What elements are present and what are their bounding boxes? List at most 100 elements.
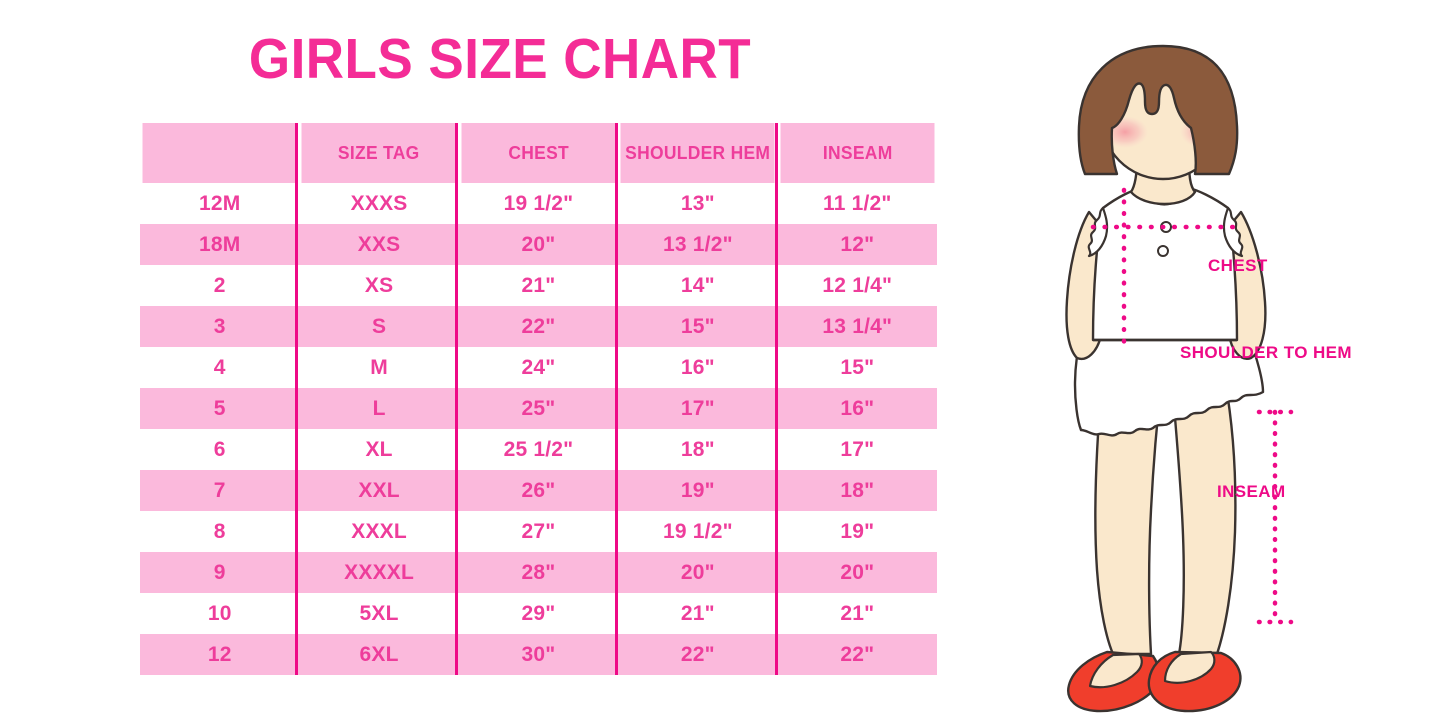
column-divider-2 <box>455 123 458 675</box>
cell-chest: 21" <box>458 265 619 306</box>
cell-inseam: 20" <box>777 552 937 593</box>
cell-chest: 24" <box>458 347 619 388</box>
table-row: 5 L 25" 17" 16" <box>140 388 937 429</box>
cell-chest: 25" <box>458 388 619 429</box>
table-row: 10 5XL 29" 21" 21" <box>140 593 937 634</box>
column-header-inseam: INSEAM <box>779 123 935 183</box>
cell-shoulder-hem: 17" <box>618 388 778 429</box>
table-header-row: SIZE TAG CHEST SHOULDER HEM INSEAM <box>140 123 937 183</box>
hair <box>1077 44 1239 176</box>
cell-chest: 27" <box>458 511 619 552</box>
cell-size-tag: S <box>299 306 459 347</box>
cell-size: 12 <box>140 634 300 675</box>
cell-shoulder-hem: 15" <box>618 306 778 347</box>
cell-size: 8 <box>140 511 300 552</box>
cell-chest: 28" <box>458 552 619 593</box>
left-ruffle-sleeve <box>1087 206 1109 258</box>
cell-size-tag: L <box>299 388 459 429</box>
column-divider-4 <box>775 123 778 675</box>
measurement-guides <box>1090 187 1294 625</box>
cell-size-tag: XXS <box>299 224 459 265</box>
cell-size-tag: XXL <box>299 470 459 511</box>
cell-shoulder-hem: 21" <box>618 593 778 634</box>
measurement-label-inseam: INSEAM <box>1217 482 1286 501</box>
figure-group <box>1065 44 1294 713</box>
right-ruffle-sleeve <box>1222 206 1244 258</box>
cell-size: 3 <box>140 306 300 347</box>
table-row: 12M XXXS 19 1/2" 13" 11 1/2" <box>140 183 937 224</box>
cell-inseam: 13 1/4" <box>777 306 937 347</box>
cell-inseam: 16" <box>777 388 937 429</box>
cell-shoulder-hem: 14" <box>618 265 778 306</box>
measurement-label-chest: CHEST <box>1208 256 1268 275</box>
cell-inseam: 12" <box>777 224 937 265</box>
cell-inseam: 12 1/4" <box>777 265 937 306</box>
cell-size: 9 <box>140 552 300 593</box>
table-row: 7 XXL 26" 19" 18" <box>140 470 937 511</box>
column-header-size-tag: SIZE TAG <box>301 123 457 183</box>
cell-chest: 29" <box>458 593 619 634</box>
cell-shoulder-hem: 20" <box>618 552 778 593</box>
cell-size: 18M <box>140 224 300 265</box>
cell-inseam: 11 1/2" <box>777 183 937 224</box>
cell-inseam: 19" <box>777 511 937 552</box>
cell-chest: 22" <box>458 306 619 347</box>
cell-size-tag: M <box>299 347 459 388</box>
table-row: 9 XXXXL 28" 20" 20" <box>140 552 937 593</box>
cell-inseam: 21" <box>777 593 937 634</box>
cell-size-tag: XL <box>299 429 459 470</box>
cell-inseam: 18" <box>777 470 937 511</box>
column-header-chest: CHEST <box>461 123 616 183</box>
button-lower <box>1157 245 1169 257</box>
cell-size-tag: XXXL <box>299 511 459 552</box>
cell-size: 5 <box>140 388 300 429</box>
cell-size-tag: XXXS <box>299 183 459 224</box>
cell-shoulder-hem: 19" <box>618 470 778 511</box>
table-row: 4 M 24" 16" 15" <box>140 347 937 388</box>
cell-size-tag: 5XL <box>299 593 459 634</box>
left-shoe-opening <box>1088 652 1143 689</box>
table-row: 12 6XL 30" 22" 22" <box>140 634 937 675</box>
table-row: 8 XXXL 27" 19 1/2" 19" <box>140 511 937 552</box>
table-row: 3 S 22" 15" 13 1/4" <box>140 306 937 347</box>
legs-group <box>1094 368 1237 656</box>
cell-size-tag: XS <box>299 265 459 306</box>
cell-chest: 25 1/2" <box>458 429 619 470</box>
cell-shoulder-hem: 13" <box>618 183 778 224</box>
column-header-shoulder-hem: SHOULDER HEM <box>620 123 776 183</box>
cell-shoulder-hem: 19 1/2" <box>618 511 778 552</box>
left-leg <box>1094 368 1165 656</box>
table-row: 6 XL 25 1/2" 18" 17" <box>140 429 937 470</box>
girl-figure-illustration <box>985 40 1445 723</box>
column-divider-1 <box>295 123 298 675</box>
cell-inseam: 15" <box>777 347 937 388</box>
table-row: 2 XS 21" 14" 12 1/4" <box>140 265 937 306</box>
cell-shoulder-hem: 18" <box>618 429 778 470</box>
cell-size: 2 <box>140 265 300 306</box>
skirt-group <box>1073 335 1265 437</box>
cell-size-tag: XXXXL <box>299 552 459 593</box>
cell-shoulder-hem: 16" <box>618 347 778 388</box>
size-chart-table: SIZE TAG CHEST SHOULDER HEM INSEAM 12M XX… <box>140 123 937 675</box>
cell-size: 4 <box>140 347 300 388</box>
right-shoe-opening <box>1163 650 1216 684</box>
measurement-label-shoulder-to-hem: SHOULDER TO HEM <box>1180 343 1352 362</box>
cell-chest: 26" <box>458 470 619 511</box>
cell-inseam: 22" <box>777 634 937 675</box>
skirt-body <box>1073 335 1265 437</box>
cell-size: 6 <box>140 429 300 470</box>
cell-size-tag: 6XL <box>299 634 459 675</box>
column-divider-3 <box>615 123 618 675</box>
cell-chest: 30" <box>458 634 619 675</box>
cell-size: 12M <box>140 183 300 224</box>
cell-inseam: 17" <box>777 429 937 470</box>
table-row: 18M XXS 20" 13 1/2" 12" <box>140 224 937 265</box>
column-header-size <box>142 123 297 183</box>
cell-size: 7 <box>140 470 300 511</box>
cell-shoulder-hem: 13 1/2" <box>618 224 778 265</box>
cell-shoulder-hem: 22" <box>618 634 778 675</box>
cell-size: 10 <box>140 593 300 634</box>
cell-chest: 20" <box>458 224 619 265</box>
page-title: GIRLS SIZE CHART <box>248 27 752 91</box>
shoes-group <box>1067 650 1242 713</box>
